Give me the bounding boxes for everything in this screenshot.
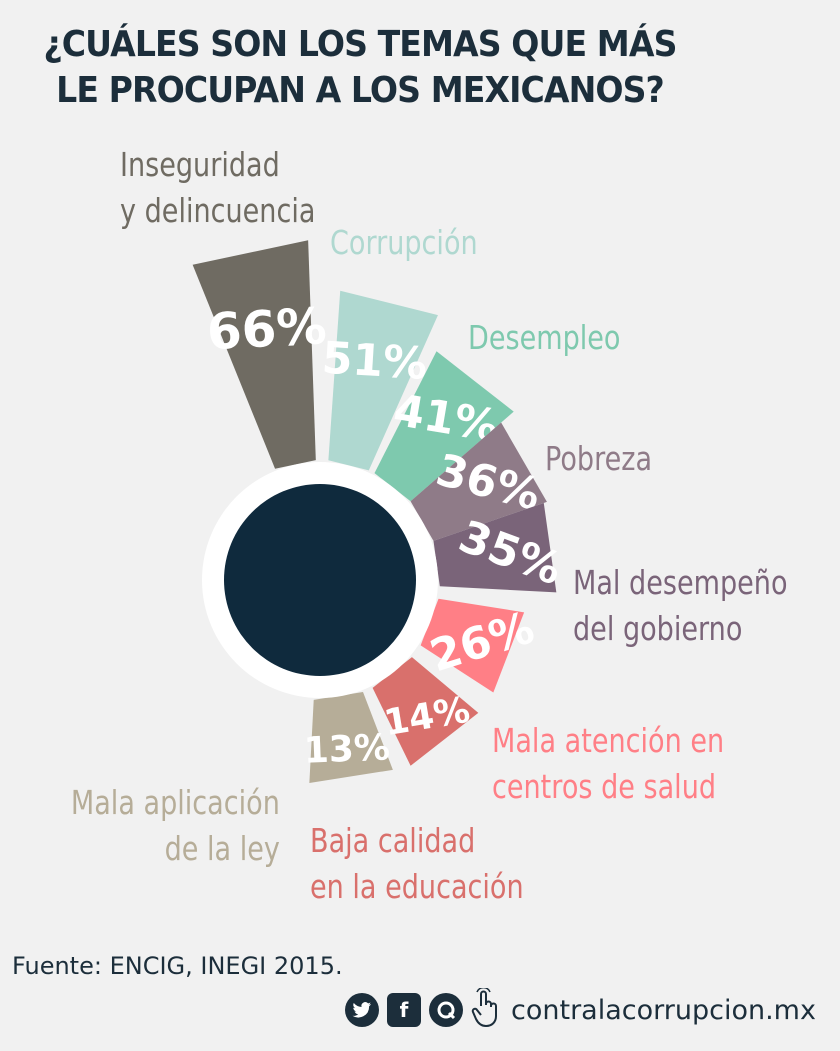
center-disc [224, 484, 416, 676]
quote-icon[interactable] [429, 993, 463, 1027]
label-baja-calidad: Baja calidad en la educación [310, 821, 524, 906]
pointer-hand-icon [471, 986, 501, 1033]
title-line-2: LE PROCUPAN A LOS MEXICANOS? [56, 70, 665, 111]
chart-title: ¿CUÁLES SON LOS TEMAS QUE MÁS LE PROCUPA… [29, 22, 691, 114]
label-mala-atencion: Mala atención en centros de salud [492, 721, 725, 806]
label-pobreza: Pobreza [545, 439, 653, 478]
value-label-inseguridad: 66% [205, 297, 328, 361]
bar-baja-calidad [372, 657, 479, 766]
bar-mala-atencion [420, 598, 525, 693]
source-note: Fuente: ENCIG, INEGI 2015. [12, 952, 343, 980]
label-mala-aplicacion: Mala aplicación de la ley [71, 783, 280, 868]
bar-pobreza [410, 422, 547, 541]
label-desempleo: Desempleo [468, 318, 621, 357]
website-url[interactable]: contralacorrupcion.mx [511, 994, 816, 1026]
title-line-1: ¿CUÁLES SON LOS TEMAS QUE MÁS [43, 24, 677, 65]
twitter-icon[interactable] [345, 993, 379, 1027]
bar-mal-desempeno [433, 502, 557, 593]
bar-inseguridad [192, 240, 316, 469]
value-label-mala-aplicacion: 13% [303, 727, 391, 771]
label-mal-desempeno: Mal desempeño del gobierno [573, 563, 788, 648]
value-label-corrupcion: 51% [320, 333, 428, 390]
label-corrupcion: Corrupción [330, 223, 478, 262]
bar-mala-aplicacion [309, 692, 393, 784]
bar-desempleo [374, 351, 514, 502]
footer: f contralacorrupcion.mx [345, 986, 816, 1033]
bar-corrupcion [328, 290, 438, 471]
facebook-icon[interactable]: f [387, 993, 421, 1027]
label-inseguridad: Inseguridad y delincuencia [120, 145, 316, 230]
